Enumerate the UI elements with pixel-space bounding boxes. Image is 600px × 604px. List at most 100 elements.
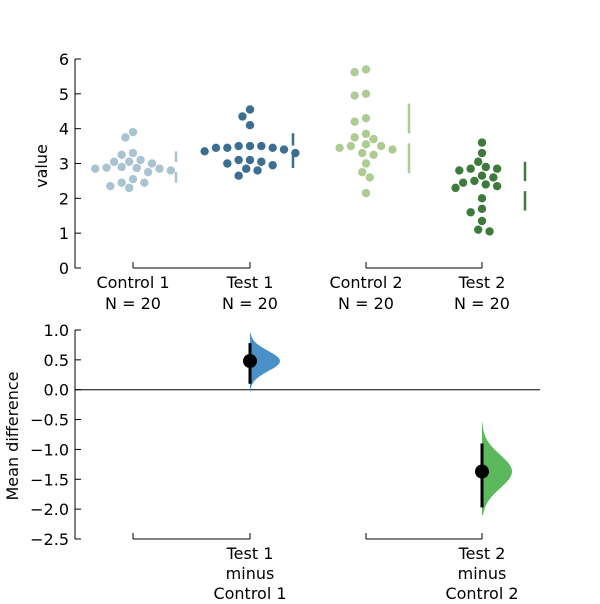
data-point bbox=[245, 141, 255, 151]
y-tick-label: −1.0 bbox=[30, 440, 69, 459]
y-tick-label: −0.5 bbox=[30, 411, 69, 430]
comparison-label: Control 2 bbox=[445, 584, 518, 600]
data-point bbox=[132, 163, 141, 173]
data-point bbox=[91, 164, 100, 173]
data-point bbox=[234, 141, 243, 151]
bootstrap-distribution bbox=[482, 422, 512, 516]
data-point bbox=[369, 150, 378, 159]
data-point bbox=[242, 164, 251, 173]
data-point bbox=[102, 163, 111, 172]
data-point bbox=[361, 114, 371, 123]
group-label: Test 1 bbox=[226, 273, 274, 292]
data-point bbox=[477, 216, 487, 226]
y-tick-label: 3 bbox=[59, 155, 69, 174]
data-point bbox=[470, 176, 479, 186]
data-point bbox=[257, 157, 266, 166]
y-tick-label: 0.0 bbox=[44, 381, 69, 400]
data-point bbox=[489, 173, 498, 182]
data-point bbox=[268, 143, 277, 153]
data-point bbox=[350, 68, 359, 77]
y-tick-label: 2 bbox=[59, 189, 69, 208]
data-point bbox=[361, 159, 371, 168]
data-point bbox=[477, 204, 487, 213]
data-point bbox=[121, 133, 130, 142]
data-point bbox=[350, 91, 359, 100]
data-point bbox=[140, 178, 149, 187]
data-point bbox=[474, 225, 483, 234]
data-point bbox=[279, 145, 289, 154]
data-point bbox=[125, 183, 134, 193]
data-point bbox=[223, 143, 232, 153]
y-tick-label: 1.0 bbox=[44, 321, 69, 340]
data-point bbox=[492, 181, 502, 191]
data-point bbox=[166, 166, 175, 175]
data-point bbox=[109, 157, 119, 166]
data-point bbox=[335, 143, 344, 153]
data-point bbox=[350, 117, 359, 126]
data-point bbox=[200, 147, 209, 156]
mean-difference-marker bbox=[475, 464, 489, 479]
data-point bbox=[268, 161, 277, 170]
group-label: Control 2 bbox=[329, 273, 402, 292]
data-point bbox=[361, 89, 371, 99]
data-point bbox=[485, 227, 494, 236]
data-point bbox=[477, 138, 487, 147]
data-point bbox=[455, 166, 464, 175]
group-n-label: N = 20 bbox=[454, 294, 510, 313]
data-point bbox=[361, 188, 371, 198]
group-n-label: N = 20 bbox=[338, 294, 394, 313]
data-point bbox=[253, 166, 262, 175]
data-point bbox=[143, 168, 153, 177]
data-point bbox=[466, 164, 475, 173]
data-point bbox=[291, 148, 300, 158]
data-point bbox=[136, 155, 145, 165]
swarm-plot-panel: 0 1 2 3 4 5 6 value Control 1 N = 20 Test 1 N = 20 C… bbox=[32, 50, 527, 313]
data-point bbox=[361, 140, 371, 149]
data-point bbox=[234, 171, 243, 180]
mean-difference-panel: 1.0 0.5 0.0 −0.5 −1.0 −1.5 −2.0 −2.5 Mean differ… bbox=[3, 321, 540, 603]
y-axis-label: value bbox=[32, 144, 51, 188]
y-tick-label: −1.5 bbox=[30, 470, 69, 489]
y-tick-label: 0 bbox=[59, 259, 69, 278]
comparison-label: minus bbox=[226, 564, 275, 583]
data-point bbox=[245, 155, 255, 165]
group-label: Control 1 bbox=[96, 273, 169, 292]
data-point bbox=[466, 208, 475, 217]
y-tick-label: 0.5 bbox=[44, 351, 69, 370]
data-point bbox=[245, 120, 255, 130]
data-point bbox=[117, 150, 126, 159]
data-point bbox=[477, 171, 487, 180]
group-label: Test 2 bbox=[458, 273, 506, 292]
data-point bbox=[257, 141, 266, 151]
comparison-label: Control 1 bbox=[213, 584, 286, 600]
data-point bbox=[147, 159, 157, 168]
data-point bbox=[211, 143, 221, 153]
data-point bbox=[481, 180, 490, 189]
data-point bbox=[458, 178, 468, 187]
data-point bbox=[238, 112, 247, 121]
data-point bbox=[155, 164, 164, 173]
data-point bbox=[128, 174, 138, 184]
data-point bbox=[245, 105, 255, 114]
y-tick-label: 6 bbox=[59, 50, 69, 69]
data-point bbox=[117, 178, 126, 187]
group-n-label: N = 20 bbox=[222, 294, 278, 313]
y-tick-label: 1 bbox=[59, 224, 69, 243]
data-point bbox=[492, 164, 502, 173]
y-tick-label: −2.0 bbox=[30, 500, 69, 519]
data-point bbox=[474, 157, 483, 166]
data-point bbox=[388, 145, 397, 154]
data-point bbox=[358, 168, 367, 177]
data-point bbox=[477, 194, 487, 203]
data-point bbox=[481, 162, 490, 172]
data-point bbox=[117, 162, 126, 172]
data-point bbox=[234, 155, 243, 165]
mean-difference-marker bbox=[243, 354, 257, 369]
data-point bbox=[106, 181, 115, 191]
data-point bbox=[128, 148, 138, 158]
data-point bbox=[365, 173, 374, 182]
data-point bbox=[128, 127, 138, 137]
data-point bbox=[451, 183, 460, 193]
